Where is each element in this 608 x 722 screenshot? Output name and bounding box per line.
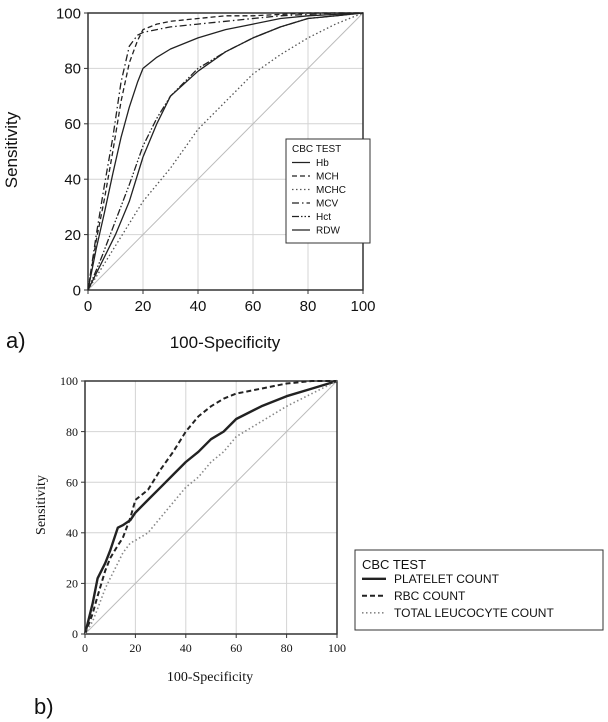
panel-b-grid bbox=[85, 381, 337, 634]
roc-curve-platelet-count bbox=[83, 379, 338, 635]
y-tick-label: 100 bbox=[60, 374, 78, 388]
panel-b-legend-box bbox=[354, 549, 604, 631]
y-tick-label: 80 bbox=[64, 61, 81, 78]
roc-curve-mcv bbox=[87, 12, 363, 291]
legend-label: TOTAL LEUCOCYTE COUNT bbox=[394, 606, 554, 620]
panel-a-legend-box bbox=[285, 138, 371, 244]
panel-a-grid bbox=[88, 13, 363, 290]
y-tick-label: 20 bbox=[64, 227, 81, 244]
x-tick-label: 0 bbox=[84, 298, 92, 315]
legend-label: MCV bbox=[316, 199, 339, 210]
panel-a-legend-items: Hb MCH MCHC MCV Hct RDW bbox=[292, 158, 346, 237]
x-tick-label: 80 bbox=[300, 298, 317, 315]
panel-b-plot-frame bbox=[84, 380, 338, 635]
y-tick-label: 0 bbox=[72, 627, 78, 641]
x-tick-label: 20 bbox=[129, 641, 141, 655]
roc-curve-mchc bbox=[87, 12, 364, 291]
legend-label: PLATELET COUNT bbox=[394, 572, 500, 586]
x-tick-label: 100 bbox=[328, 641, 346, 655]
y-tick-label: 0 bbox=[73, 282, 81, 299]
y-tick-label: 100 bbox=[56, 5, 81, 22]
x-tick-label: 80 bbox=[281, 641, 293, 655]
panel-a-y-axis-title: Sensitivity bbox=[2, 111, 21, 188]
panel-b-reference-line bbox=[84, 380, 338, 635]
panel-a-legend-title: CBC TEST bbox=[292, 144, 341, 155]
panel-b-legend-title: CBC TEST bbox=[362, 557, 426, 572]
roc-curve-total-leucocyte-count bbox=[84, 380, 338, 635]
y-tick-label: 80 bbox=[66, 425, 78, 439]
y-tick-label: 40 bbox=[66, 526, 78, 540]
panel-b-y-axis-title: Sensitivity bbox=[34, 475, 49, 535]
panel-b-legend: CBC TEST PLATELET COUNT RBC COUNT TOTAL LE… bbox=[354, 549, 604, 631]
panel-b-x-ticks: 0 20 40 60 80 100 bbox=[82, 634, 346, 655]
y-tick-label: 20 bbox=[66, 577, 78, 591]
y-tick-label: 60 bbox=[66, 475, 78, 489]
roc-curve-hct bbox=[87, 12, 364, 291]
y-tick-label: 60 bbox=[64, 116, 81, 133]
legend-label: Hb bbox=[316, 158, 329, 169]
x-tick-label: 40 bbox=[190, 298, 207, 315]
roc-curve-rdw bbox=[87, 12, 364, 291]
panel-b-legend-items: PLATELET COUNT RBC COUNT TOTAL LEUCOCYTE C… bbox=[362, 572, 554, 620]
panel-b-y-ticks: 0 20 40 60 80 100 bbox=[60, 374, 85, 641]
roc-curve-mch bbox=[87, 12, 363, 291]
legend-label: RBC COUNT bbox=[394, 589, 466, 603]
panel-a-y-ticks: 0 20 40 60 80 100 bbox=[56, 5, 88, 299]
legend-label: MCH bbox=[316, 172, 339, 183]
panel-a-x-ticks: 0 20 40 60 80 100 bbox=[84, 290, 376, 315]
roc-curve-hb bbox=[87, 12, 364, 291]
legend-label: RDW bbox=[316, 226, 340, 237]
panel-b-label: b) bbox=[34, 694, 54, 719]
x-tick-label: 0 bbox=[82, 641, 88, 655]
y-tick-label: 40 bbox=[64, 171, 81, 188]
x-tick-label: 100 bbox=[350, 298, 375, 315]
legend-label: MCHC bbox=[316, 185, 346, 196]
panel-b: 0 20 40 60 80 100 0 20 40 60 80 100 100-Specificit… bbox=[34, 374, 604, 719]
panel-a-x-axis-title: 100-Specificity bbox=[170, 333, 281, 352]
panel-a-reference-line bbox=[87, 12, 364, 291]
x-tick-label: 20 bbox=[135, 298, 152, 315]
x-tick-label: 40 bbox=[180, 641, 192, 655]
panel-b-series bbox=[83, 379, 338, 635]
x-tick-label: 60 bbox=[245, 298, 262, 315]
panel-a: 0 20 40 60 80 100 0 20 40 60 80 100 100-Specificit… bbox=[2, 5, 376, 353]
panel-b-x-axis-title: 100-Specificity bbox=[167, 670, 253, 685]
legend-label: Hct bbox=[316, 212, 331, 223]
panel-a-legend: CBC TEST Hb MCH MCHC MCV Hct RDW bbox=[285, 138, 371, 244]
panel-a-series bbox=[87, 12, 364, 291]
x-tick-label: 60 bbox=[230, 641, 242, 655]
panel-a-label: a) bbox=[6, 328, 26, 353]
